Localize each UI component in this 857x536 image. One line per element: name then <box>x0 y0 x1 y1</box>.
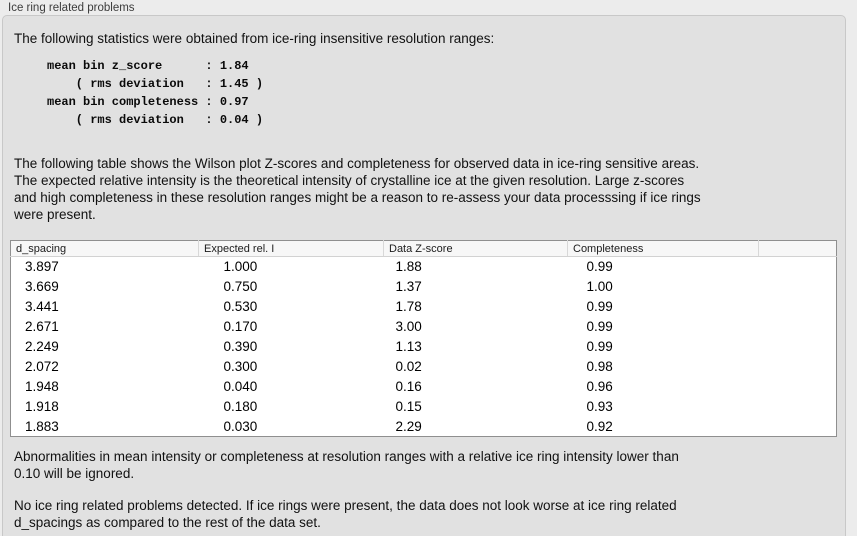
table-cell: 0.180 <box>223 399 258 414</box>
group-box-title: Ice ring related problems <box>8 2 135 14</box>
table-cell: 1.78 <box>395 299 422 314</box>
table-cell: 2.29 <box>395 418 422 434</box>
table-row[interactable]: 2.072 0.300 0.02 0.98 <box>11 357 837 377</box>
table-cell <box>759 377 837 397</box>
table-cell: 1.13 <box>395 339 422 354</box>
table-cell: 1.88 <box>395 259 422 275</box>
table-row[interactable]: 3.897 1.000 1.88 0.99 <box>11 257 837 277</box>
stats-summary-block: mean bin z_score : 1.84 ( rms deviation … <box>47 59 264 127</box>
table-cell <box>759 417 837 437</box>
table-cell: 1.00 <box>586 279 613 294</box>
table-row[interactable]: 2.249 0.390 1.13 0.99 <box>11 337 837 357</box>
table-cell: 1.918 <box>25 399 59 414</box>
conclusion-paragraph: No ice ring related problems detected. I… <box>14 498 677 530</box>
table-cell <box>759 357 837 377</box>
table-cell: 0.99 <box>586 299 613 314</box>
table-cell: 3.897 <box>25 259 59 275</box>
table-cell: 1.948 <box>25 379 59 394</box>
table-cell <box>759 277 837 297</box>
table-intro-paragraph: The following table shows the Wilson plo… <box>14 156 701 222</box>
table-cell: 0.96 <box>586 379 613 394</box>
ice-ring-table: d_spacing Expected rel. I Data Z-score C… <box>10 240 837 437</box>
table-cell: 0.030 <box>223 418 258 434</box>
column-header-d-spacing[interactable]: d_spacing <box>10 240 199 257</box>
table-cell: 1.000 <box>223 259 258 275</box>
table-header-row: d_spacing Expected rel. I Data Z-score C… <box>10 240 837 257</box>
table-cell: 3.00 <box>395 319 422 334</box>
column-header-completeness[interactable]: Completeness <box>567 240 759 257</box>
table-cell: 0.170 <box>223 319 258 334</box>
table-row[interactable]: 1.883 0.030 2.29 0.92 <box>11 417 837 437</box>
table-cell <box>759 257 837 277</box>
column-header-data-z-score[interactable]: Data Z-score <box>383 240 568 257</box>
table-cell: 0.15 <box>395 399 422 414</box>
table-cell: 1.883 <box>25 418 59 434</box>
table-cell: 0.390 <box>223 339 258 354</box>
table-cell: 0.99 <box>586 339 613 354</box>
table-cell: 0.99 <box>586 319 613 334</box>
table-cell: 3.441 <box>25 299 59 314</box>
column-header-empty <box>758 240 837 257</box>
table-cell: 0.92 <box>586 418 613 434</box>
table-cell: 0.040 <box>223 379 258 394</box>
table-cell <box>759 337 837 357</box>
table-cell: 0.98 <box>586 359 613 374</box>
table-cell: 0.300 <box>223 359 258 374</box>
intro-paragraph: The following statistics were obtained f… <box>14 31 495 46</box>
table-cell: 3.669 <box>25 279 59 294</box>
table-row[interactable]: 1.948 0.040 0.16 0.96 <box>11 377 837 397</box>
table-row[interactable]: 3.441 0.530 1.78 0.99 <box>11 297 837 317</box>
table-cell: 2.671 <box>25 319 59 334</box>
table-cell: 0.93 <box>586 399 613 414</box>
table-cell <box>759 297 837 317</box>
table-cell: 0.99 <box>586 259 613 275</box>
table-row[interactable]: 1.918 0.180 0.15 0.93 <box>11 397 837 417</box>
table-cell: 2.249 <box>25 339 59 354</box>
table-cell: 2.072 <box>25 359 59 374</box>
table-cell <box>759 397 837 417</box>
table-cell: 0.750 <box>223 279 258 294</box>
table-cell: 1.37 <box>395 279 422 294</box>
table-cell: 0.530 <box>223 299 258 314</box>
table-cell: 0.16 <box>395 379 422 394</box>
table-row[interactable]: 3.669 0.750 1.37 1.00 <box>11 277 837 297</box>
table-row[interactable]: 2.671 0.170 3.00 0.99 <box>11 317 837 337</box>
table-cell: 0.02 <box>395 359 422 374</box>
table-cell <box>759 317 837 337</box>
ignore-note-paragraph: Abnormalities in mean intensity or compl… <box>14 449 679 481</box>
column-header-expected-rel-i[interactable]: Expected rel. I <box>198 240 384 257</box>
